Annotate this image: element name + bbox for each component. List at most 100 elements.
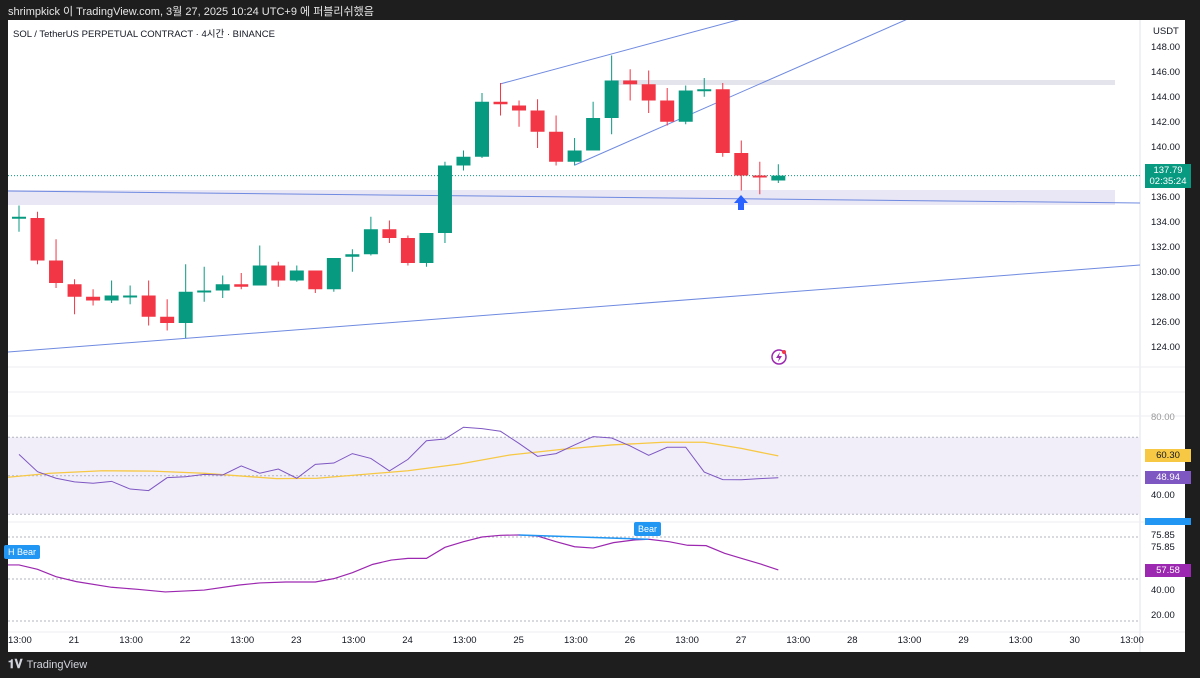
buy-arrow-icon	[734, 195, 748, 210]
time-tick: 22	[179, 635, 191, 646]
price-tick: 144.00	[1151, 92, 1181, 103]
candle-body	[86, 296, 101, 301]
price-tick: 146.00	[1151, 67, 1181, 78]
time-tick: 30	[1069, 635, 1080, 646]
candle-body	[530, 110, 545, 132]
osc-tick-2: 75.85	[1151, 542, 1175, 553]
candle-body	[567, 150, 582, 162]
lower-trendline	[8, 264, 1141, 353]
channel-lower-line	[574, 20, 907, 166]
time-tick: 13:00	[119, 635, 143, 646]
price-tick: 126.00	[1151, 317, 1181, 328]
notification-dot-icon	[782, 350, 786, 354]
channel-upper-line	[499, 20, 740, 85]
candle-body	[12, 216, 26, 219]
osc-line	[8, 534, 779, 593]
chart-canvas[interactable]	[8, 20, 1185, 652]
support-zone	[8, 190, 1115, 205]
candle-body	[715, 89, 730, 153]
osc-tick-20: 20.00	[1151, 610, 1175, 621]
time-tick: 25	[513, 635, 524, 646]
candle-body	[234, 284, 249, 287]
time-tick: 13:00	[1120, 635, 1144, 646]
candle-body	[49, 260, 64, 283]
candle-body	[604, 80, 619, 118]
bearish-divergence-line	[519, 534, 649, 541]
price-tick: 132.00	[1151, 242, 1181, 253]
time-tick: 13:00	[8, 635, 32, 646]
rsi-tick-80: 80.00	[1151, 412, 1175, 423]
price-tick: 136.00	[1151, 192, 1181, 203]
osc-tick-40: 40.00	[1151, 585, 1175, 596]
candle-body	[104, 295, 119, 301]
price-tick: 140.00	[1151, 142, 1181, 153]
candle-body	[475, 101, 489, 157]
candle-body	[345, 254, 360, 257]
rsi-ma-tag: 60.30	[1145, 449, 1191, 462]
divergence-tag	[1145, 518, 1191, 525]
candle-body	[678, 90, 693, 122]
candle-body	[215, 284, 230, 291]
time-tick: 13:00	[897, 635, 922, 646]
price-tick: 130.00	[1151, 267, 1181, 278]
time-tick: 13:00	[564, 635, 588, 646]
candle-body	[160, 316, 175, 323]
candle-body	[512, 105, 527, 111]
candle-body	[456, 156, 471, 166]
candle-body	[623, 80, 638, 85]
footer-brand[interactable]: 𝟏𝐕 TradingView	[8, 657, 87, 672]
candle-body	[289, 270, 304, 281]
candle-body	[141, 295, 156, 317]
bar-countdown: 02:35:24	[1149, 176, 1187, 187]
lightning-icon	[771, 349, 787, 365]
time-tick: 13:00	[452, 635, 477, 646]
time-tick: 24	[402, 635, 413, 646]
candle-body	[752, 175, 767, 178]
time-tick: 13:00	[675, 635, 699, 646]
candle-body	[660, 100, 675, 122]
candle-body	[734, 153, 749, 176]
candle-body	[697, 89, 712, 92]
osc-value-tag: 57.58	[1145, 564, 1191, 577]
candle-body	[197, 290, 212, 293]
candle-body	[363, 229, 378, 255]
currency-label[interactable]: USDT	[1153, 26, 1179, 37]
candle-body	[178, 291, 193, 323]
price-tick: 148.00	[1151, 42, 1181, 53]
candle-body	[30, 218, 45, 261]
time-tick: 27	[735, 635, 747, 646]
time-tick: 21	[68, 635, 80, 646]
candle-body	[641, 84, 656, 101]
time-tick: 13:00	[1008, 635, 1033, 646]
tradingview-logo-icon: 𝟏𝐕	[8, 657, 23, 671]
signal-h-bear: H Bear	[4, 545, 41, 559]
time-tick: 28	[847, 635, 858, 646]
candle-body	[493, 101, 508, 105]
candle-body	[419, 233, 434, 263]
price-tick: 124.00	[1151, 342, 1181, 353]
candle-body	[271, 265, 286, 281]
lightning-bolt-icon	[776, 352, 782, 362]
publish-info: shrimpkick 이 TradingView.com, 3월 27, 202…	[8, 6, 374, 18]
time-tick: 26	[624, 635, 636, 646]
time-tick: 13:00	[341, 635, 366, 646]
rsi-value-tag: 48.94	[1145, 471, 1191, 484]
price-tick: 128.00	[1151, 292, 1181, 303]
osc-tick-1: 75.85	[1151, 530, 1175, 541]
time-tick: 13:00	[230, 635, 255, 646]
candle-body	[67, 284, 82, 297]
support-trendline	[8, 190, 1141, 204]
last-price: 137.79	[1153, 165, 1183, 176]
resistance-zone	[612, 80, 1115, 85]
candle-body	[252, 265, 267, 286]
last-price-tag: 137.79 02:35:24	[1145, 164, 1191, 188]
candle-body	[549, 131, 564, 162]
time-tick: 13:00	[786, 635, 811, 646]
candle-body	[437, 165, 452, 233]
candle-body	[586, 118, 601, 151]
chart-area[interactable]: SOL / TetherUS PERPETUAL CONTRACT · 4시간 …	[4, 20, 1191, 652]
candle-body	[326, 258, 341, 290]
symbol-title[interactable]: SOL / TetherUS PERPETUAL CONTRACT · 4시간 …	[13, 29, 275, 40]
candle-body	[400, 238, 415, 263]
candle-body	[308, 270, 323, 290]
